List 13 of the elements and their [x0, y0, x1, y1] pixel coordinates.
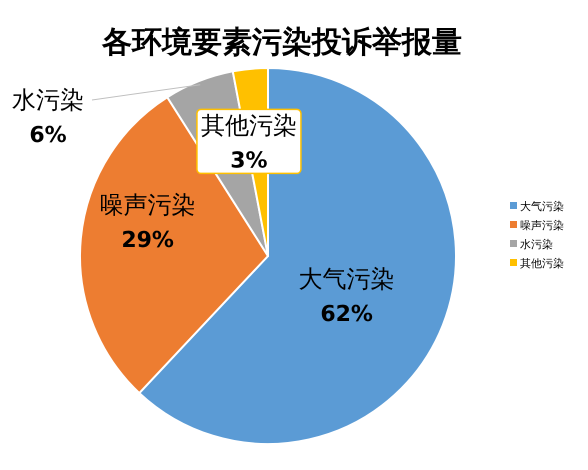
data-label: 62%: [320, 302, 373, 328]
legend-label: 大气污染: [520, 200, 564, 213]
legend-label: 噪声污染: [520, 219, 564, 232]
data-label: 6%: [29, 123, 67, 148]
slice-label: 噪声污染: [100, 190, 196, 219]
legend-label: 水污染: [520, 238, 553, 251]
slice-label: 其他污染: [200, 111, 297, 140]
legend-label: 其他污染: [520, 257, 564, 270]
slice-label: 大气污染: [298, 265, 395, 294]
data-label: 29%: [121, 228, 174, 253]
slice-label: 水污染: [12, 86, 84, 114]
data-label: 3%: [230, 148, 268, 174]
chart-title: 各环境要素污染投诉举报量: [101, 25, 462, 60]
